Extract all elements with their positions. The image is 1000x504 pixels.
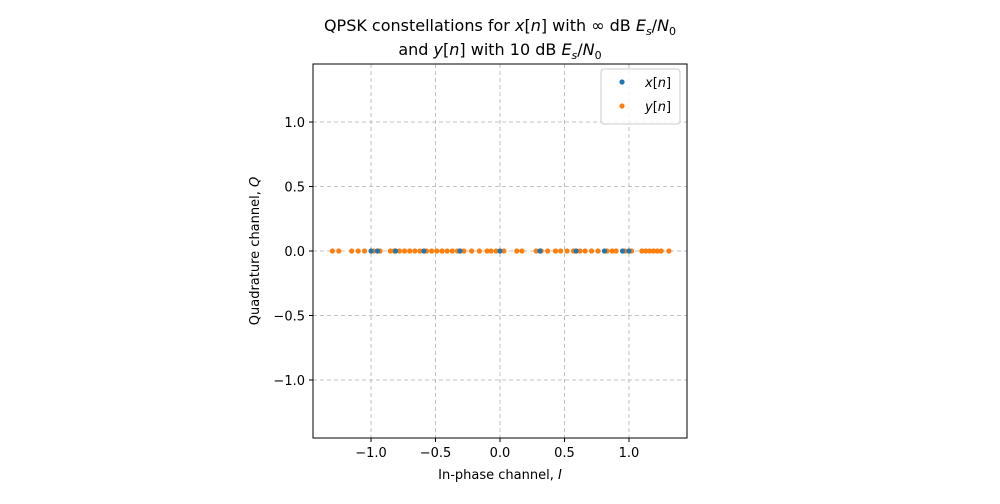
axes: −1.0 −0.5 0.0 0.5 1.0 1.0 0.5 0.0 −0.5 −1.0 bbox=[273, 63, 688, 461]
point-y-n bbox=[552, 248, 559, 254]
chart-title-line-1: QPSK constellations for x[n] with ∞ dB E… bbox=[324, 16, 676, 38]
x-axis-label: In-phase channel, I bbox=[438, 468, 562, 483]
legend-label-x: x[n] bbox=[644, 76, 671, 91]
point-y-n bbox=[650, 248, 657, 254]
point-y-n bbox=[329, 248, 335, 254]
point-y-n bbox=[429, 248, 435, 254]
point-x-n bbox=[497, 248, 503, 254]
point-x-n bbox=[537, 248, 543, 254]
x-tick-label: 1.0 bbox=[619, 446, 640, 461]
point-y-n bbox=[484, 248, 490, 254]
point-y-n bbox=[493, 248, 499, 254]
x-tick-label: −0.5 bbox=[420, 446, 452, 461]
x-tick-label: 0.5 bbox=[554, 446, 575, 461]
legend-label-y: y[n] bbox=[644, 100, 671, 115]
point-y-n bbox=[412, 248, 418, 254]
point-y-n bbox=[355, 248, 361, 254]
point-y-n bbox=[501, 248, 507, 254]
point-y-n bbox=[545, 248, 551, 254]
point-y-n bbox=[595, 248, 601, 254]
point-y-n bbox=[643, 248, 649, 254]
y-axis-label: Quadrature channel, Q bbox=[248, 177, 263, 325]
x-tick-label: −1.0 bbox=[355, 446, 387, 461]
point-y-n bbox=[476, 248, 482, 254]
y-tick-label: −1.0 bbox=[273, 374, 305, 389]
point-y-n bbox=[349, 248, 355, 254]
point-y-n bbox=[582, 248, 588, 254]
point-y-n bbox=[639, 248, 645, 254]
point-y-n bbox=[387, 248, 393, 254]
y-tick-label: −0.5 bbox=[273, 309, 305, 324]
point-x-n bbox=[457, 248, 463, 254]
point-y-n bbox=[613, 248, 619, 254]
point-y-n bbox=[609, 248, 615, 254]
point-y-n bbox=[654, 248, 660, 254]
point-y-n bbox=[336, 248, 342, 254]
point-y-n bbox=[361, 248, 368, 254]
point-y-n bbox=[588, 248, 595, 254]
point-y-n bbox=[666, 248, 672, 254]
point-y-n bbox=[461, 248, 467, 254]
y-tick-label: 0.0 bbox=[284, 245, 305, 260]
point-y-n bbox=[401, 248, 408, 254]
y-tick-label: 0.5 bbox=[284, 181, 305, 196]
point-y-n bbox=[449, 248, 455, 254]
x-tick-label: 0.0 bbox=[490, 446, 511, 461]
point-x-n bbox=[573, 248, 579, 254]
point-y-n bbox=[469, 248, 475, 254]
point-y-n bbox=[519, 248, 525, 254]
legend-marker-x bbox=[619, 79, 625, 85]
point-y-n bbox=[417, 248, 423, 254]
legend: x[n] y[n] bbox=[600, 68, 681, 125]
point-x-n bbox=[619, 248, 626, 254]
point-y-n bbox=[558, 248, 564, 254]
point-y-n bbox=[488, 248, 494, 254]
chart-title-line-2: and y[n] with 10 dB Es/N0 bbox=[398, 40, 601, 62]
point-x-n bbox=[368, 248, 374, 254]
point-x-n bbox=[392, 248, 399, 254]
point-y-n bbox=[444, 248, 450, 254]
point-x-n bbox=[421, 248, 427, 254]
legend-marker-y bbox=[619, 103, 625, 109]
point-y-n bbox=[647, 248, 653, 254]
point-y-n bbox=[407, 248, 413, 254]
point-y-n bbox=[533, 248, 539, 254]
point-y-n bbox=[564, 248, 570, 254]
point-x-n bbox=[374, 248, 381, 254]
point-y-n bbox=[396, 248, 403, 254]
point-y-n bbox=[577, 248, 583, 254]
point-x-n bbox=[601, 248, 608, 254]
point-y-n bbox=[514, 248, 520, 254]
point-y-n bbox=[439, 248, 445, 254]
point-x-n bbox=[626, 248, 632, 254]
point-y-n bbox=[658, 248, 664, 254]
data-points bbox=[329, 248, 672, 254]
y-tick-label: 1.0 bbox=[284, 116, 305, 131]
point-y-n bbox=[434, 248, 440, 254]
